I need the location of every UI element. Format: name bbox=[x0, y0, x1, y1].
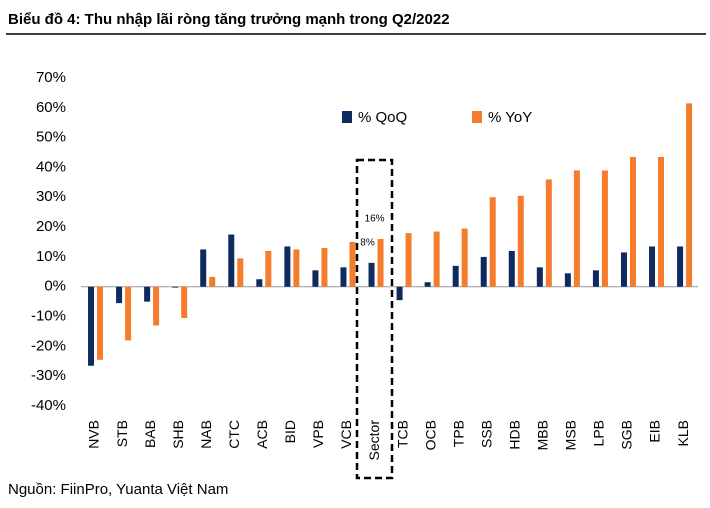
bar bbox=[564, 273, 571, 287]
x-tick-label: TCB bbox=[394, 420, 410, 448]
bar bbox=[256, 279, 263, 287]
highlight-box bbox=[355, 158, 394, 480]
bar bbox=[396, 286, 403, 301]
bar bbox=[489, 197, 496, 287]
x-tick-label: SHB bbox=[170, 420, 186, 449]
bar bbox=[592, 270, 599, 287]
bar bbox=[461, 228, 468, 287]
x-tick-label: NVB bbox=[86, 420, 102, 449]
x-tick-label: LPB bbox=[591, 420, 607, 446]
bar bbox=[349, 242, 356, 287]
legend-label: % YoY bbox=[488, 109, 532, 126]
bar bbox=[172, 286, 179, 288]
bar bbox=[536, 267, 543, 287]
bar bbox=[377, 239, 384, 287]
x-tick-label: KLB bbox=[675, 420, 691, 446]
x-tick-label: OCB bbox=[422, 420, 438, 450]
bar bbox=[424, 282, 431, 287]
x-tick-label: MBB bbox=[535, 420, 551, 450]
bar bbox=[321, 247, 328, 287]
bar bbox=[312, 270, 319, 287]
x-tick-label: EIB bbox=[647, 420, 663, 443]
bar bbox=[340, 267, 347, 287]
bar bbox=[629, 157, 636, 287]
y-tick-label: -30% bbox=[31, 367, 66, 384]
y-tick-label: 50% bbox=[36, 129, 66, 146]
bar bbox=[125, 286, 132, 341]
bar bbox=[686, 103, 693, 287]
bar bbox=[480, 256, 487, 287]
bar bbox=[181, 286, 188, 319]
y-tick-label: 70% bbox=[36, 69, 66, 86]
bar bbox=[293, 249, 300, 287]
y-tick-label: 20% bbox=[36, 218, 66, 235]
bar bbox=[228, 234, 235, 287]
bar bbox=[116, 286, 123, 304]
bar bbox=[97, 286, 104, 360]
y-tick-label: 0% bbox=[44, 278, 66, 295]
bar bbox=[677, 246, 684, 287]
bar bbox=[452, 265, 459, 287]
y-tick-label: 40% bbox=[36, 158, 66, 175]
y-tick-label: -20% bbox=[31, 337, 66, 354]
x-tick-label: STB bbox=[114, 420, 130, 447]
bar bbox=[601, 170, 608, 287]
legend-label: % QoQ bbox=[358, 109, 407, 126]
x-tick-label: SGB bbox=[619, 420, 635, 450]
bar bbox=[405, 233, 412, 287]
bar bbox=[545, 179, 552, 287]
bar bbox=[88, 286, 95, 366]
x-tick-label: HDB bbox=[506, 420, 522, 450]
bar bbox=[265, 250, 272, 287]
bar bbox=[368, 262, 375, 287]
bar bbox=[517, 195, 524, 287]
bar bbox=[620, 252, 627, 287]
x-tick-label: BID bbox=[282, 420, 298, 443]
x-tick-label: CTC bbox=[226, 420, 242, 449]
legend-swatch bbox=[472, 111, 482, 123]
x-tick-label: Sector bbox=[366, 420, 382, 461]
bar bbox=[284, 246, 291, 287]
x-tick-label: VCB bbox=[338, 420, 354, 449]
y-tick-label: -10% bbox=[31, 308, 66, 325]
y-tick-label: -40% bbox=[31, 397, 66, 414]
bar bbox=[649, 246, 656, 287]
y-tick-label: 30% bbox=[36, 188, 66, 205]
bar bbox=[209, 276, 216, 287]
bar bbox=[573, 170, 580, 287]
source: Nguồn: FiinPro, Yuanta Việt Nam bbox=[8, 481, 228, 498]
y-tick-label: 10% bbox=[36, 248, 66, 265]
x-tick-label: SSB bbox=[478, 420, 494, 448]
x-tick-label: BAB bbox=[142, 420, 158, 448]
chart-title: Biểu đồ 4: Thu nhập lãi ròng tăng trưởng… bbox=[8, 11, 450, 28]
x-tick-label: VPB bbox=[310, 420, 326, 448]
bar bbox=[658, 157, 665, 287]
bar bbox=[144, 286, 151, 302]
bar bbox=[153, 286, 160, 326]
data-label: 16% bbox=[365, 214, 385, 225]
bar bbox=[433, 231, 440, 287]
legend-swatch bbox=[342, 111, 352, 123]
x-tick-label: MSB bbox=[563, 420, 579, 450]
bar bbox=[508, 250, 515, 287]
x-tick-label: NAB bbox=[198, 420, 214, 449]
bar bbox=[200, 249, 207, 287]
data-label: 8% bbox=[360, 238, 375, 249]
x-tick-label: ACB bbox=[254, 420, 270, 449]
bar bbox=[237, 258, 244, 287]
x-tick-label: TPB bbox=[450, 420, 466, 447]
y-tick-label: 60% bbox=[36, 99, 66, 116]
